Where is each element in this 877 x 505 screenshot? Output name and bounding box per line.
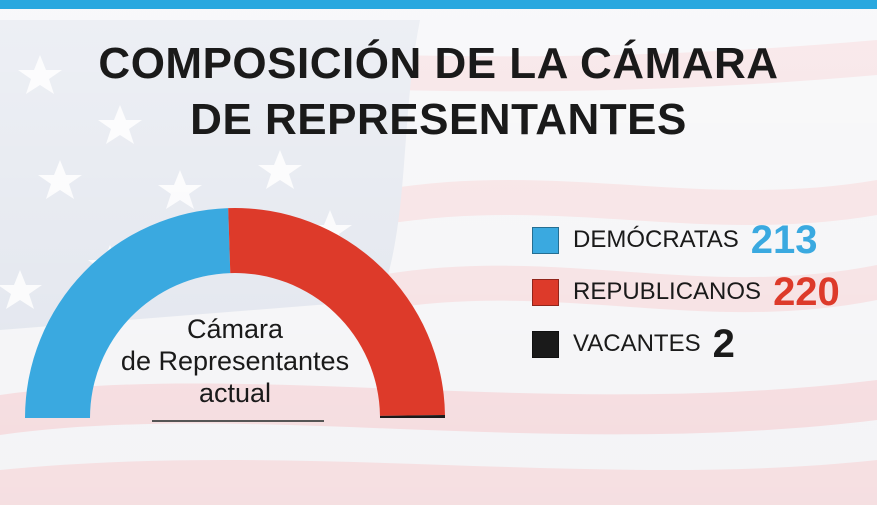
legend-swatch-vacancies [532, 330, 559, 358]
chart-segment-democrats [25, 208, 231, 418]
chart-segment-republicans [228, 207, 445, 416]
top-accent-bar [0, 0, 877, 9]
chart-legend: DEMÓCRATAS 213 REPUBLICANOS 220 VACANTES… [532, 214, 872, 370]
legend-swatch-democrats [532, 226, 559, 254]
chart-center-label: Cámara de Representantes actual [95, 313, 375, 409]
center-label-line-3: actual [198, 378, 272, 408]
title-line-1: COMPOSICIÓN DE LA CÁMARA [98, 39, 779, 88]
legend-value-democrats: 213 [750, 218, 818, 262]
center-label-line-2: de Representantes [120, 346, 350, 376]
chart-segment-vacancies [379, 414, 445, 418]
legend-label-republicans: REPUBLICANOS [573, 278, 762, 305]
legend-value-vacancies: 2 [712, 322, 735, 366]
legend-swatch-republicans [532, 278, 559, 306]
legend-item-democrats: DEMÓCRATAS 213 [532, 214, 872, 266]
center-label-line-1: Cámara [186, 314, 284, 344]
legend-item-republicans: REPUBLICANOS 220 [532, 266, 872, 318]
legend-label-democrats: DEMÓCRATAS [573, 226, 739, 253]
legend-label-vacancies: VACANTES [573, 330, 701, 357]
legend-value-republicans: 220 [773, 270, 840, 314]
page-title: COMPOSICIÓN DE LA CÁMARA DE REPRESENTANT… [0, 36, 877, 148]
title-line-2: DE REPRESENTANTES [190, 95, 687, 144]
chart-base-line [152, 420, 324, 422]
legend-item-vacancies: VACANTES 2 [532, 318, 872, 370]
